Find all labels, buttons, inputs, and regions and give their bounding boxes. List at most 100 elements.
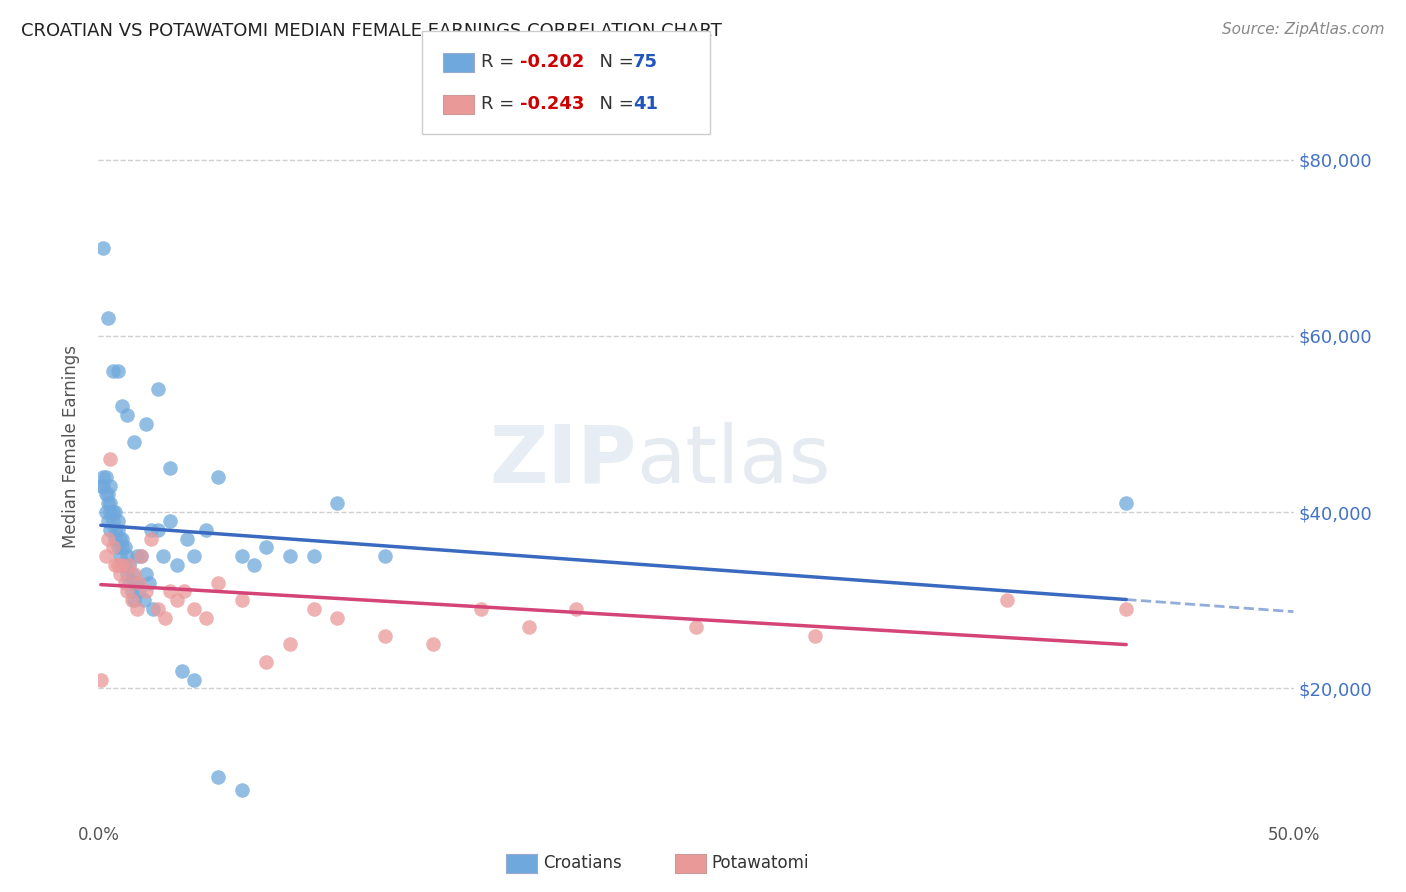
Point bbox=[101, 505, 124, 519]
Point bbox=[108, 566, 131, 581]
Point bbox=[124, 566, 146, 581]
Point bbox=[155, 611, 177, 625]
Point bbox=[148, 382, 170, 396]
Point bbox=[173, 584, 195, 599]
Point bbox=[114, 558, 136, 572]
Point bbox=[207, 575, 229, 590]
Point bbox=[118, 558, 141, 572]
Point bbox=[107, 364, 129, 378]
Point bbox=[302, 602, 325, 616]
Point bbox=[685, 620, 707, 634]
Point bbox=[135, 584, 157, 599]
Point bbox=[97, 514, 120, 528]
Point bbox=[152, 549, 174, 564]
Point bbox=[121, 584, 143, 599]
Point bbox=[1115, 602, 1137, 616]
Point bbox=[131, 549, 153, 564]
Text: -0.243: -0.243 bbox=[520, 95, 585, 113]
Text: R =: R = bbox=[481, 95, 520, 113]
Point bbox=[111, 558, 134, 572]
Point bbox=[101, 514, 124, 528]
Point bbox=[278, 637, 301, 651]
Point bbox=[124, 593, 146, 607]
Point bbox=[115, 408, 138, 422]
Point bbox=[90, 478, 112, 492]
Point bbox=[135, 417, 157, 431]
Point bbox=[94, 470, 117, 484]
Point bbox=[231, 549, 253, 564]
Text: atlas: atlas bbox=[637, 422, 831, 500]
Point bbox=[131, 549, 153, 564]
Point bbox=[91, 241, 114, 255]
Point bbox=[97, 311, 120, 326]
Point bbox=[104, 505, 127, 519]
Point bbox=[125, 602, 148, 616]
Point bbox=[108, 549, 131, 564]
Point bbox=[128, 575, 150, 590]
Point bbox=[98, 452, 122, 467]
Point bbox=[118, 575, 141, 590]
Point bbox=[111, 532, 134, 546]
Point bbox=[254, 541, 277, 555]
Point bbox=[183, 673, 205, 687]
Point bbox=[517, 620, 540, 634]
Point bbox=[115, 566, 138, 581]
Point bbox=[107, 541, 129, 555]
Point bbox=[195, 611, 218, 625]
Point bbox=[183, 602, 205, 616]
Point bbox=[125, 575, 148, 590]
Point bbox=[111, 541, 134, 555]
Point bbox=[172, 664, 194, 678]
Point bbox=[374, 628, 396, 642]
Point bbox=[94, 487, 117, 501]
Point bbox=[254, 655, 277, 669]
Text: 75: 75 bbox=[633, 54, 658, 71]
Point bbox=[91, 478, 114, 492]
Point bbox=[97, 532, 120, 546]
Point bbox=[138, 575, 160, 590]
Point bbox=[108, 532, 131, 546]
Point bbox=[114, 575, 136, 590]
Point bbox=[166, 593, 188, 607]
Point bbox=[159, 461, 181, 475]
Text: Croatians: Croatians bbox=[543, 855, 621, 872]
Text: ZIP: ZIP bbox=[489, 422, 637, 500]
Point bbox=[97, 487, 120, 501]
Text: -0.202: -0.202 bbox=[520, 54, 585, 71]
Point bbox=[135, 566, 157, 581]
Point bbox=[278, 549, 301, 564]
Point bbox=[90, 673, 112, 687]
Text: N =: N = bbox=[588, 95, 640, 113]
Point bbox=[107, 514, 129, 528]
Point bbox=[422, 637, 444, 651]
Text: CROATIAN VS POTAWATOMI MEDIAN FEMALE EARNINGS CORRELATION CHART: CROATIAN VS POTAWATOMI MEDIAN FEMALE EAR… bbox=[21, 22, 721, 40]
Point bbox=[98, 523, 122, 537]
Point bbox=[207, 770, 229, 784]
Point bbox=[97, 496, 120, 510]
Point bbox=[176, 532, 198, 546]
Point bbox=[111, 558, 134, 572]
Point bbox=[94, 505, 117, 519]
Point bbox=[132, 593, 155, 607]
Text: N =: N = bbox=[588, 54, 640, 71]
Point bbox=[121, 566, 143, 581]
Point bbox=[148, 523, 170, 537]
Point bbox=[98, 478, 122, 492]
Point bbox=[128, 584, 150, 599]
Point bbox=[94, 549, 117, 564]
Point bbox=[101, 541, 124, 555]
Point bbox=[183, 549, 205, 564]
Point bbox=[125, 549, 148, 564]
Point bbox=[207, 470, 229, 484]
Point bbox=[148, 602, 170, 616]
Point bbox=[995, 593, 1018, 607]
Point bbox=[139, 532, 162, 546]
Point bbox=[107, 558, 129, 572]
Point bbox=[115, 549, 138, 564]
Point bbox=[565, 602, 588, 616]
Point bbox=[98, 505, 122, 519]
Point bbox=[374, 549, 396, 564]
Y-axis label: Median Female Earnings: Median Female Earnings bbox=[62, 344, 80, 548]
Point bbox=[804, 628, 827, 642]
Point bbox=[91, 470, 114, 484]
